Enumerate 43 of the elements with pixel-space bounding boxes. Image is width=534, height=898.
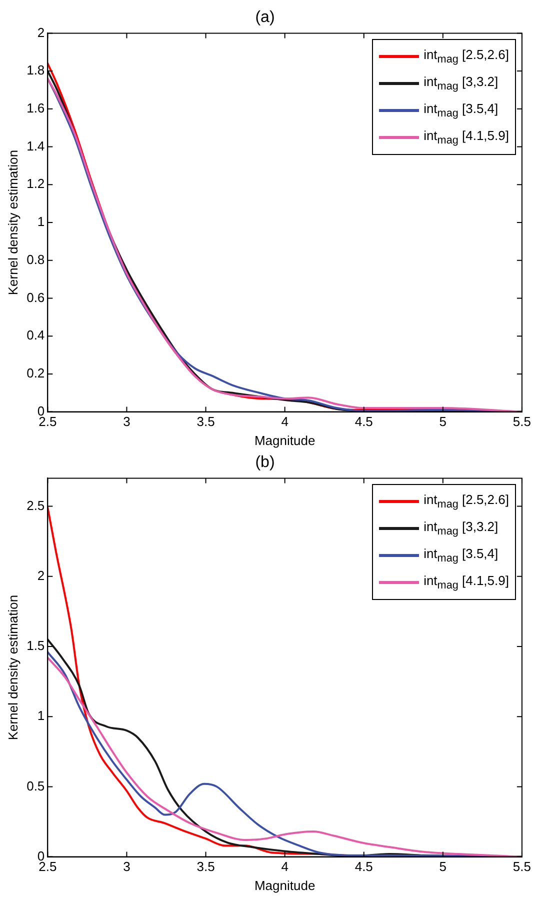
legend-label: int$_{mag}$ [4.1,5.9] [424, 573, 509, 592]
x-tick-label: 4 [281, 859, 288, 874]
y-tick-label: 1.8 [26, 62, 45, 78]
y-tick-label: 1.4 [26, 138, 45, 154]
y-tick-label: 2 [37, 568, 45, 583]
legend-label: int$_{mag}$ [3.5,4] [424, 101, 498, 120]
legend-label: int$_{mag}$ [4.1,5.9] [424, 128, 509, 147]
y-tick-label: 0.2 [26, 366, 45, 381]
y-tick-label: 0.6 [26, 290, 45, 305]
legend-label: int$_{mag}$ [2.5,2.6] [424, 492, 509, 511]
x-tick-label: 3 [123, 414, 130, 430]
y-tick-label: 2.5 [26, 498, 45, 513]
y-tick-label: 0.8 [26, 252, 45, 267]
chart-title: (b) [255, 454, 275, 472]
x-tick-label: 5 [439, 859, 447, 874]
y-axis-title: Kernel density estimation [5, 594, 20, 740]
y-tick-label: 0.5 [26, 778, 45, 794]
y-tick-label: 1.5 [26, 638, 45, 654]
legend-label: int$_{mag}$ [3,3.2] [424, 74, 498, 93]
y-tick-label: 1.6 [26, 100, 45, 116]
legend-label: int$_{mag}$ [2.5,2.6] [424, 47, 509, 66]
x-tick-label: 3.5 [196, 859, 215, 874]
legend-label: int$_{mag}$ [3,3.2] [424, 519, 498, 538]
x-tick-label: 4.5 [354, 859, 373, 874]
x-tick-label: 5 [439, 414, 447, 430]
y-tick-label: 2 [37, 24, 45, 40]
y-tick-label: 0 [37, 848, 45, 864]
chart-title: (a) [255, 9, 275, 26]
x-tick-label: 5.5 [512, 414, 532, 430]
x-tick-label: 3 [123, 859, 130, 874]
y-tick-label: 1 [37, 214, 45, 230]
y-tick-label: 0.4 [26, 328, 45, 343]
x-axis-title: Magnitude [254, 432, 316, 448]
x-tick-label: 4.5 [354, 414, 373, 430]
x-axis-title: Magnitude [254, 878, 316, 893]
y-axis-title: Kernel density estimation [5, 150, 20, 296]
x-tick-label: 5.5 [512, 859, 532, 874]
x-tick-label: 4 [281, 414, 288, 430]
legend-label: int$_{mag}$ [3.5,4] [424, 546, 498, 565]
y-tick-label: 1.2 [26, 176, 45, 192]
y-tick-label: 0 [37, 403, 45, 418]
x-tick-label: 3.5 [196, 414, 215, 430]
y-tick-label: 1 [37, 708, 45, 724]
